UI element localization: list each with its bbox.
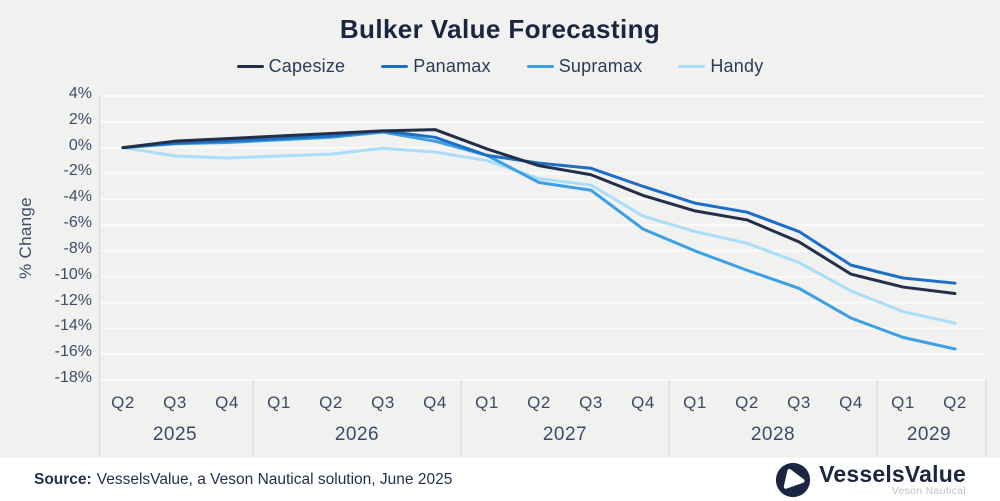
y-tick-label: -14% bbox=[54, 317, 92, 335]
logo-wordmark: VesselsValue bbox=[819, 460, 966, 487]
source-text: VesselsValue, a Veson Nautical solution,… bbox=[96, 470, 453, 488]
legend-item-panamax: Panamax bbox=[381, 56, 491, 77]
x-tick-year: 2028 bbox=[750, 424, 796, 445]
x-tick-quarter: Q4 bbox=[631, 393, 655, 412]
x-tick-year: 2026 bbox=[334, 424, 380, 445]
legend-item-supramax: Supramax bbox=[526, 56, 643, 77]
legend-label: Capesize bbox=[268, 56, 346, 76]
y-tick-label: -18% bbox=[54, 368, 92, 386]
x-tick-quarter: Q3 bbox=[787, 393, 811, 412]
legend-label: Supramax bbox=[558, 56, 643, 76]
x-tick-quarter: Q2 bbox=[943, 393, 967, 412]
source-note: Source: VesselsValue, a Veson Nautical so… bbox=[34, 471, 452, 489]
y-tick-label: 2% bbox=[68, 110, 92, 128]
x-tick-quarter: Q3 bbox=[371, 393, 395, 412]
y-tick-label: -16% bbox=[54, 343, 92, 361]
y-tick-label: 4% bbox=[68, 85, 92, 102]
footer: Source: VesselsValue, a Veson Nautical so… bbox=[0, 458, 1000, 501]
x-tick-quarter: Q4 bbox=[215, 393, 239, 412]
source-label: Source: bbox=[34, 470, 92, 488]
vesselsvalue-logo: VesselsValue Veson Nautical bbox=[775, 462, 966, 498]
legend-swatch bbox=[236, 64, 264, 69]
x-tick-quarter: Q1 bbox=[891, 393, 915, 412]
x-tick-quarter: Q3 bbox=[579, 393, 603, 412]
y-tick-label: -12% bbox=[54, 291, 92, 309]
logo-subtext: Veson Nautical bbox=[891, 484, 966, 497]
x-tick-year: 2025 bbox=[152, 424, 198, 445]
vesselsvalue-logo-icon bbox=[775, 462, 811, 497]
legend-swatch bbox=[526, 64, 554, 69]
x-tick-quarter: Q2 bbox=[111, 393, 135, 412]
legend-item-handy: Handy bbox=[678, 56, 763, 77]
chart-title: Bulker Value Forecasting bbox=[339, 14, 661, 44]
y-tick-label: -10% bbox=[54, 265, 92, 283]
legend-swatch bbox=[381, 64, 409, 69]
x-tick-quarter: Q3 bbox=[163, 393, 187, 412]
series-line-panamax bbox=[121, 129, 957, 285]
series-line-capesize bbox=[121, 128, 957, 296]
x-tick-quarter: Q2 bbox=[319, 393, 343, 412]
x-tick-year: 2027 bbox=[542, 424, 588, 445]
x-tick-quarter: Q2 bbox=[527, 393, 551, 412]
y-tick-label: -6% bbox=[63, 214, 92, 232]
legend: Capesize Panamax Supramax Handy bbox=[0, 56, 1000, 77]
y-tick-label: -8% bbox=[63, 239, 92, 257]
y-tick-label: -2% bbox=[63, 162, 92, 180]
y-tick-label: -4% bbox=[63, 188, 92, 206]
logo-text-block: VesselsValue Veson Nautical bbox=[819, 460, 966, 497]
y-tick-label: 0% bbox=[68, 136, 92, 154]
legend-label: Panamax bbox=[413, 56, 491, 76]
x-tick-quarter: Q4 bbox=[423, 393, 447, 412]
legend-item-capesize: Capesize bbox=[236, 56, 346, 77]
x-tick-quarter: Q1 bbox=[267, 393, 291, 412]
legend-label: Handy bbox=[710, 56, 764, 76]
x-tick-quarter: Q1 bbox=[683, 393, 707, 412]
x-tick-quarter: Q2 bbox=[735, 393, 759, 412]
x-tick-year: 2029 bbox=[906, 424, 952, 445]
legend-swatch bbox=[678, 64, 706, 69]
x-tick-quarter: Q1 bbox=[475, 393, 499, 412]
series-line-handy bbox=[121, 146, 957, 325]
x-tick-quarter: Q4 bbox=[839, 393, 863, 412]
